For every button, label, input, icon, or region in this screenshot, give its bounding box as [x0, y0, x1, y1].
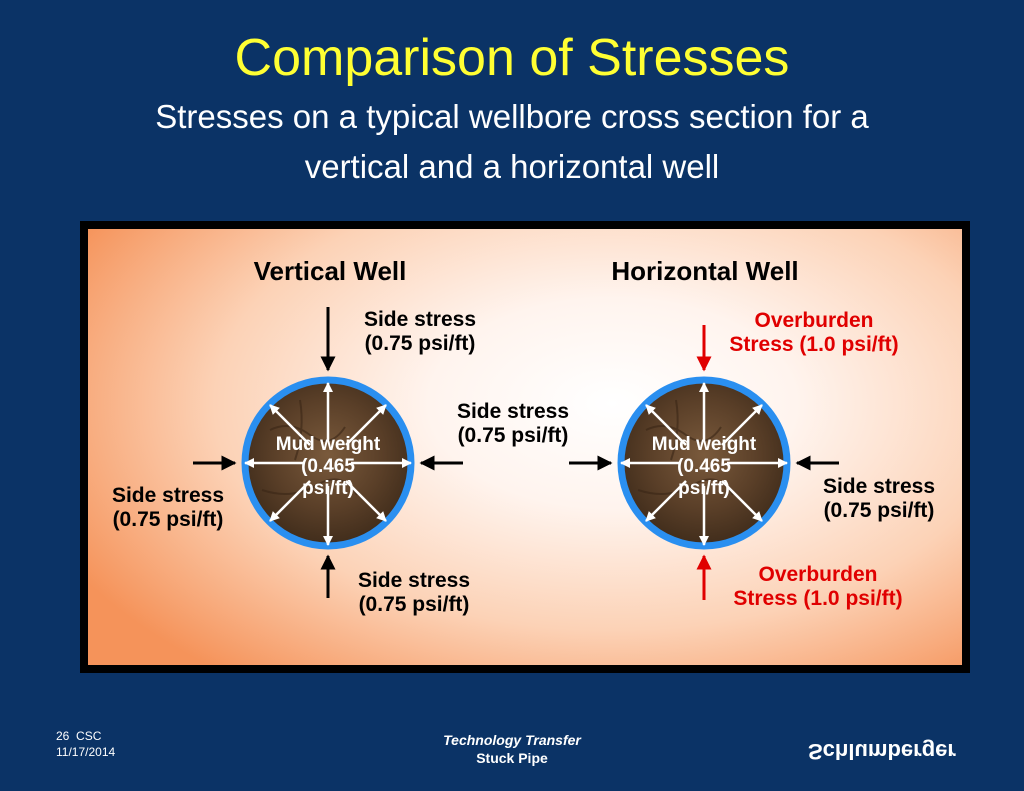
company-logo: Schlumberger: [808, 739, 956, 764]
subtitle-line-2: vertical and a horizontal well: [304, 148, 720, 185]
label-line: Side stress: [822, 475, 936, 498]
footer-course-line-2: Stuck Pipe: [476, 750, 548, 766]
vertical-mud-weight-label: Mud weight (0.465 psi/ft): [248, 434, 408, 500]
footer-page-line: 26 CSC: [56, 728, 115, 744]
footer-course-line-1: Technology Transfer: [443, 732, 581, 748]
top-overburden-label: Overburden Stress (1.0 psi/ft): [704, 309, 924, 357]
vertical-well-heading: Vertical Well: [253, 256, 407, 286]
horizontal-right-side-stress-label: Side stress (0.75 psi/ft): [799, 475, 959, 523]
label-line: Mud weight: [275, 434, 381, 455]
footer-date: 11/17/2014: [56, 745, 116, 759]
footer-org: CSC: [76, 729, 102, 743]
label-line: Stress (1.0 psi/ft): [729, 333, 899, 356]
label-line: Side stress: [357, 569, 471, 592]
horizontal-wellbore: [569, 325, 839, 600]
label-line: (0.75 psi/ft): [358, 593, 470, 616]
horizontal-mud-weight-label: Mud weight (0.465 psi/ft): [624, 434, 784, 500]
label-line: Overburden: [758, 563, 878, 586]
subtitle-line-1: Stresses on a typical wellbore cross sec…: [155, 98, 869, 135]
label-line: Side stress: [456, 400, 570, 423]
vertical-top-side-stress-label: Side stress (0.75 psi/ft): [340, 308, 500, 356]
label-line: Stress (1.0 psi/ft): [733, 587, 903, 610]
label-line: (0.75 psi/ft): [364, 332, 476, 355]
mud-weight-arrows-vertical: [244, 382, 412, 546]
vertical-bottom-side-stress-label: Side stress (0.75 psi/ft): [334, 569, 494, 617]
center-side-stress-label: Side stress (0.75 psi/ft): [433, 400, 593, 448]
label-line: (0.75 psi/ft): [823, 499, 935, 522]
vertical-wellbore: [193, 307, 463, 598]
label-line: (0.75 psi/ft): [457, 424, 569, 447]
label-line: (0.465: [677, 456, 731, 477]
footer-meta: 26 CSC 11/17/2014: [56, 728, 115, 760]
slide-subtitle: Stresses on a typical wellbore cross sec…: [60, 92, 964, 192]
label-line: Overburden: [754, 309, 874, 332]
label-line: Side stress: [111, 484, 225, 507]
label-line: psi/ft): [678, 478, 730, 499]
mud-weight-arrows-horizontal: [620, 382, 788, 546]
label-line: Side stress: [363, 308, 477, 331]
vertical-left-side-stress-label: Side stress (0.75 psi/ft): [88, 484, 248, 532]
horizontal-well-heading: Horizontal Well: [611, 256, 799, 286]
page-number: 26: [56, 729, 70, 743]
side-stress-arrows-vertical: [193, 307, 463, 598]
label-line: psi/ft): [302, 478, 354, 499]
label-line: Mud weight: [651, 434, 757, 455]
bottom-overburden-label: Overburden Stress (1.0 psi/ft): [708, 563, 928, 611]
diagram-panel: [80, 221, 970, 673]
label-line: (0.75 psi/ft): [112, 508, 224, 531]
slide-title: Comparison of Stresses: [234, 29, 790, 87]
footer-course: Technology Transfer Stuck Pipe: [412, 731, 612, 767]
label-line: (0.465: [301, 456, 355, 477]
